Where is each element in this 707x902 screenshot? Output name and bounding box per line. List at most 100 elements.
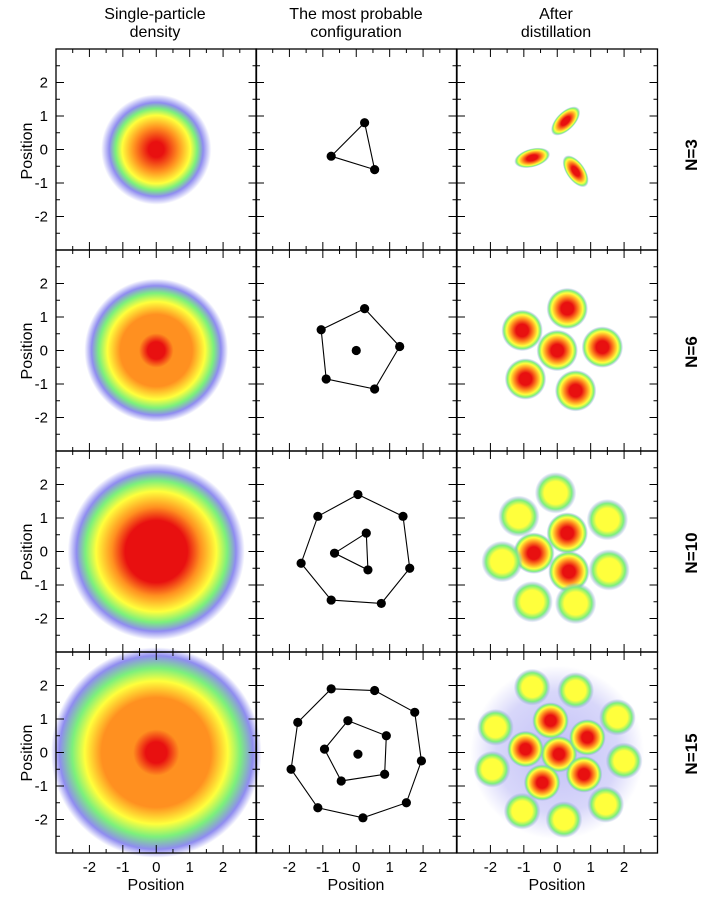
y-axis-label: Position: [19, 724, 36, 782]
distilled-peak: [599, 698, 636, 736]
distilled-peak: [473, 750, 511, 788]
x-tick-label: -2: [484, 859, 497, 876]
distilled-peak: [536, 329, 578, 372]
particle-point: [343, 716, 353, 726]
y-tick-label: 2: [40, 477, 48, 494]
column-title-line: After: [539, 6, 573, 23]
distilled-peak: [507, 730, 544, 768]
column-title-density: Single-particle density: [55, 6, 255, 42]
x-tick-label: 0: [352, 859, 360, 876]
y-axis-label: Position: [19, 122, 36, 180]
panel-frame: [255, 450, 458, 653]
distilled-peak: [545, 801, 583, 838]
y-tick-label: 0: [40, 544, 48, 561]
x-tick-label: -1: [517, 859, 530, 876]
distilled-peak: [513, 532, 555, 574]
particle-point: [296, 558, 306, 568]
particle-point: [363, 565, 373, 575]
distilled-peak: [498, 495, 540, 538]
particle-point: [395, 341, 405, 352]
y-tick-label: 1: [40, 711, 48, 728]
y-tick-label: 2: [40, 276, 48, 293]
y-tick-label: -1: [35, 778, 48, 795]
distilled-peak: [587, 786, 625, 823]
column-title-distillation: After distillation: [456, 6, 656, 42]
particle-point: [353, 749, 363, 759]
distilled-peak: [523, 764, 561, 802]
y-axis-label: Position: [19, 523, 36, 581]
y-tick-label: -1: [35, 175, 48, 192]
distilled-peak: [581, 326, 624, 368]
distilled-peak: [554, 369, 597, 412]
distilled-peak: [481, 540, 523, 583]
row-label-n10: N=10: [682, 532, 701, 574]
particle-point: [360, 304, 370, 314]
x-axis-label: Position: [327, 877, 385, 894]
x-tick-label: -2: [283, 859, 296, 876]
row-label-n6: N=6: [682, 336, 701, 368]
particle-point: [286, 764, 296, 774]
distilled-peak: [534, 472, 577, 514]
y-axis-label: Position: [19, 322, 36, 380]
distilled-peak: [588, 549, 630, 591]
particle-point: [313, 803, 323, 813]
row-label-n3: N=3: [682, 139, 701, 171]
particle-point: [358, 813, 368, 823]
y-tick-label: -1: [35, 577, 48, 594]
particle-point: [398, 511, 408, 521]
y-tick-label: 0: [40, 343, 48, 360]
x-tick-label: 2: [419, 859, 427, 876]
distilled-peak: [546, 512, 588, 554]
particle-point: [326, 151, 336, 161]
particle-point: [326, 684, 336, 694]
column-title-configuration: The most probable configuration: [256, 6, 456, 42]
particle-point: [336, 776, 346, 786]
particle-point: [351, 345, 361, 356]
x-tick-label: 0: [152, 859, 160, 876]
column-title-line: Single-particle: [104, 6, 206, 23]
distilled-peak: [565, 755, 603, 793]
particle-point: [326, 595, 336, 605]
shell-polygon: [300, 493, 411, 604]
distilled-peak: [557, 672, 595, 709]
x-tick-label: 1: [385, 859, 393, 876]
row-label-n15: N=15: [682, 733, 701, 775]
particle-point: [370, 685, 380, 696]
density-blob: [101, 94, 212, 205]
distilled-peak: [540, 735, 578, 773]
density-blob: [67, 462, 245, 641]
distilled-peak: [554, 582, 597, 625]
column-title-line: distillation: [520, 24, 592, 41]
particle-point: [381, 731, 391, 741]
distilled-peak: [551, 106, 581, 136]
distilled-peak: [513, 668, 551, 706]
distilled-peak: [568, 719, 606, 756]
distilled-peak: [501, 309, 543, 352]
shell-polygon: [320, 307, 401, 390]
particle-point: [370, 384, 380, 394]
x-tick-label: 2: [219, 859, 227, 876]
particle-point: [376, 598, 386, 609]
distilled-peak: [548, 550, 590, 593]
panel-frame: [255, 48, 458, 251]
x-tick-label: -1: [316, 859, 329, 876]
particle-point: [353, 489, 363, 500]
y-tick-label: 2: [40, 678, 48, 695]
y-tick-label: -2: [35, 812, 48, 829]
panel-frame: [456, 48, 659, 251]
distilled-peak: [504, 358, 547, 400]
particle-point: [410, 707, 420, 717]
particle-point: [360, 118, 370, 128]
density-blob: [84, 278, 229, 423]
column-title-line: configuration: [310, 24, 402, 41]
distilled-peak: [605, 742, 643, 780]
x-axis-label: Position: [127, 877, 185, 894]
y-tick-label: -2: [35, 209, 48, 226]
distilled-peak: [546, 287, 588, 330]
particle-point: [321, 374, 331, 384]
x-axis-label: Position: [528, 877, 586, 894]
x-tick-label: -2: [83, 859, 96, 876]
x-tick-label: 2: [620, 859, 628, 876]
y-tick-label: -2: [35, 611, 48, 628]
